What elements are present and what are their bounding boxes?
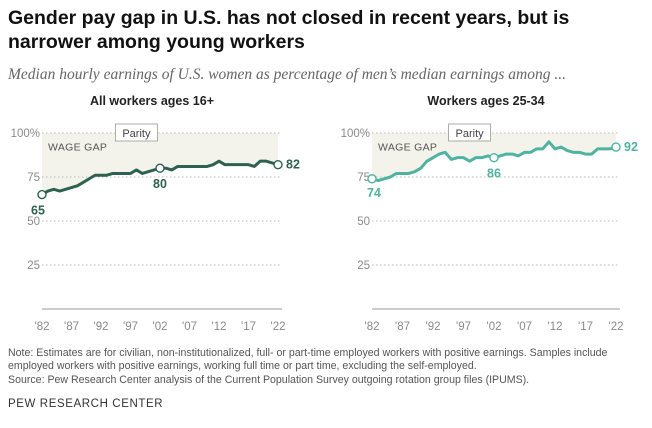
x-tick-label: '02 — [487, 321, 502, 333]
data-label: 86 — [487, 167, 501, 181]
y-tick-label: 50 — [27, 216, 40, 228]
data-point-marker — [273, 159, 283, 170]
x-tick-label: '87 — [395, 321, 410, 333]
chart-note: Note: Estimates are for civilian, non-in… — [8, 347, 648, 387]
x-tick-label: '97 — [123, 321, 138, 333]
x-tick-label: '12 — [212, 321, 227, 333]
wage-gap-label: WAGE GAP — [378, 142, 437, 154]
x-tick-label: '97 — [456, 321, 471, 333]
x-tick-label: '92 — [426, 321, 441, 333]
footer-brand: PEW RESEARCH CENTER — [8, 398, 164, 410]
y-tick-label: 25 — [357, 260, 370, 272]
y-tick-label: 75 — [27, 172, 40, 184]
x-tick-label: '07 — [517, 321, 532, 333]
x-tick-label: '12 — [548, 321, 563, 333]
x-tick-label: '07 — [182, 321, 197, 333]
source-text: Source: Pew Research Center analysis of … — [8, 373, 530, 386]
x-tick-label: '82 — [365, 321, 380, 333]
y-tick-label: 50 — [357, 216, 370, 228]
note-text: Note: Estimates are for civilian, non-in… — [8, 347, 608, 373]
x-tick-label: '22 — [271, 321, 286, 333]
x-tick-label: '17 — [578, 321, 593, 333]
x-tick-label: '92 — [94, 321, 109, 333]
chart-subtitle: Median hourly earnings of U.S. women as … — [8, 66, 566, 83]
data-label: 74 — [367, 186, 381, 200]
y-tick-label: 100% — [341, 128, 370, 140]
parity-label: Parity — [456, 128, 485, 140]
data-point-marker — [367, 174, 377, 184]
y-tick-label: 25 — [27, 260, 40, 272]
panel-title: Workers ages 25-34 — [427, 94, 544, 108]
x-tick-label: '22 — [609, 321, 624, 333]
charts-area: All workers ages 16+ 100% 75 50 25 '82 '87 '92 '… — [11, 94, 638, 333]
data-point-marker — [37, 189, 47, 200]
parity-box — [448, 123, 492, 142]
data-point-marker — [489, 152, 499, 163]
x-tick-label: '17 — [241, 321, 256, 333]
parity-box — [115, 123, 158, 142]
x-tick-label: '02 — [153, 321, 168, 333]
y-tick-label: 100% — [11, 128, 40, 140]
y-tick-label: 75 — [357, 172, 370, 184]
panel-title: All workers ages 16+ — [90, 94, 214, 108]
data-label: 65 — [31, 204, 45, 218]
x-tick-label: '82 — [35, 321, 50, 333]
data-label: 80 — [153, 177, 167, 191]
x-tick-label: '87 — [64, 321, 79, 333]
data-point-marker — [155, 163, 165, 173]
data-label: 82 — [286, 158, 300, 172]
data-label: 92 — [624, 140, 638, 154]
parity-label: Parity — [122, 128, 151, 140]
chart-title: Gender pay gap in U.S. has not closed in… — [8, 7, 570, 53]
data-point-marker — [611, 142, 621, 152]
wage-gap-label: WAGE GAP — [48, 142, 107, 154]
